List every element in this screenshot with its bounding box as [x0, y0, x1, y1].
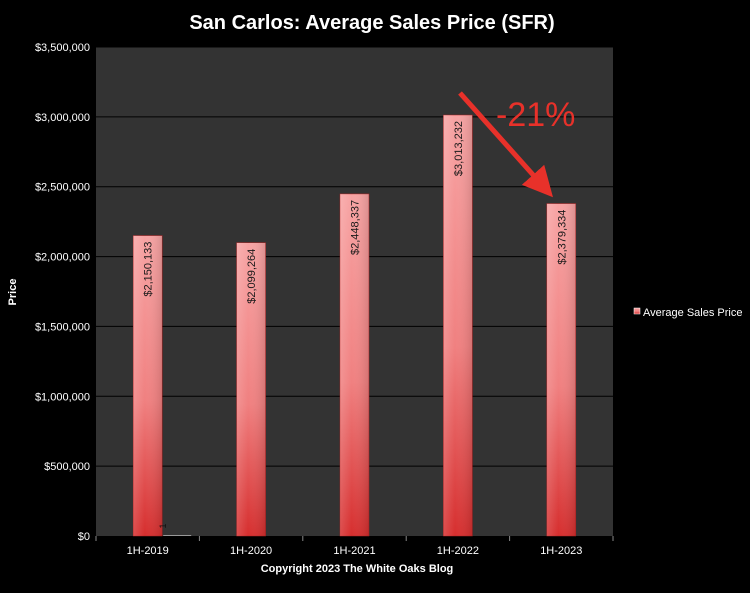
- y-tick-label: $1,000,000: [35, 391, 90, 403]
- bar-shine-1H-2019: [133, 235, 163, 536]
- chart-title: San Carlos: Average Sales Price (SFR): [189, 12, 554, 34]
- data-label-1H-2023: $2,379,334: [556, 210, 568, 265]
- y-tick-label: $3,500,000: [35, 42, 90, 54]
- annotation-text: -21%: [496, 96, 575, 134]
- data-label-1H-2019: $2,150,133: [143, 242, 155, 297]
- stray-bar: [163, 535, 192, 536]
- x-axis-ticks: 1H-2019 1H-2020 1H-2021 1H-2022 1H-2023: [95, 536, 614, 557]
- legend: Average Sales Price: [633, 307, 742, 319]
- data-labels: $2,150,133 $2,099,264 $2,448,337 $3,013,232…: [143, 121, 569, 304]
- y-tick-label: $500,000: [44, 461, 90, 473]
- y-axis-label: Price: [7, 279, 19, 306]
- chart-subtitle: Copyright 2023 The White Oaks Blog: [261, 563, 454, 575]
- legend-entry: Average Sales Price: [643, 307, 742, 319]
- bar-shine-1H-2022: [443, 115, 473, 536]
- data-label-1H-2021: $2,448,337: [350, 200, 362, 255]
- x-tick-label: 1H-2020: [230, 545, 272, 557]
- x-tick-label: 1H-2019: [127, 545, 169, 557]
- data-label-1H-2022: $3,013,232: [453, 121, 465, 176]
- y-tick-label: $0: [78, 531, 90, 543]
- x-tick-label: 1H-2023: [540, 545, 582, 557]
- y-tick-label: $2,000,000: [35, 252, 90, 264]
- percent-change-annotation: -21%: [458, 91, 575, 198]
- y-tick-label: $2,500,000: [35, 182, 90, 194]
- y-tick-label: $3,000,000: [35, 112, 90, 124]
- legend-swatch: [633, 307, 641, 315]
- y-tick-label: $1,500,000: [35, 321, 90, 333]
- bars: [132, 114, 577, 537]
- annotation-arrow: [458, 91, 553, 198]
- bar-shine-1H-2020: [236, 242, 266, 537]
- x-tick-label: 1H-2021: [333, 545, 375, 557]
- bar-shine-1H-2021: [340, 193, 369, 536]
- data-label-1H-2020: $2,099,264: [246, 249, 258, 304]
- bar-shine-1H-2023: [546, 203, 576, 536]
- stray-label: 1: [158, 523, 168, 528]
- x-tick-label: 1H-2022: [437, 545, 479, 557]
- y-axis-ticks: $0 $500,000 $1,000,000 $1,500,000 $2,000,000…: [35, 42, 90, 543]
